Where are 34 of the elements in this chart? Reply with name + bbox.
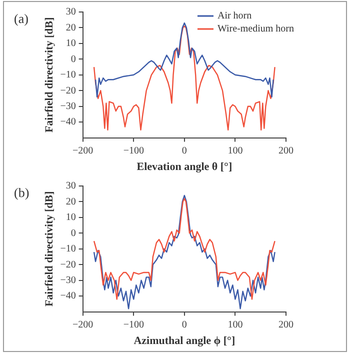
x-tick-label: −200	[72, 319, 94, 330]
x-axis-title: Azimuthal angle ϕ [°]	[134, 335, 236, 348]
y-tick-label: −30	[60, 100, 76, 112]
x-tick-label: 200	[278, 145, 294, 156]
y-tick-label: 30	[66, 180, 76, 192]
y-axis-title: Fairfield directivity [dB]	[43, 191, 56, 307]
x-tick-label: 0	[182, 319, 187, 330]
x-tick-label: 100	[228, 319, 243, 330]
x-tick-label: −100	[123, 319, 144, 330]
text: (a)	[14, 10, 28, 26]
legend-label: Air horn	[217, 10, 252, 22]
y-tick-label: −40	[60, 290, 76, 302]
y-tick-label: 10	[66, 212, 76, 224]
y-tick-label: −10	[60, 244, 76, 255]
x-tick-label: 0	[182, 145, 187, 156]
y-tick-label: −20	[60, 85, 76, 96]
y-axis-title: Fairfield directivity [dB]	[43, 17, 56, 133]
x-tick-label: −200	[72, 145, 94, 156]
x-tick-label: −100	[123, 145, 144, 156]
y-tick-label: 30	[66, 6, 76, 18]
y-tick-label: 20	[66, 22, 76, 34]
y-tick-label: −20	[60, 259, 76, 270]
y-tick-label: 0	[70, 228, 76, 239]
y-tick-label: −10	[60, 70, 76, 81]
y-tick-label: −30	[60, 274, 76, 286]
y-tick-label: 20	[66, 196, 76, 208]
y-tick-label: −40	[60, 116, 76, 128]
y-tick-label: 10	[66, 38, 76, 50]
x-tick-label: 200	[278, 319, 294, 330]
text: (b)	[14, 184, 30, 200]
y-tick-label: 0	[70, 54, 76, 65]
x-axis-title: Elevation angle θ [°]	[136, 161, 232, 174]
x-tick-label: 100	[228, 145, 243, 156]
legend-label: Wire-medium horn	[217, 24, 294, 35]
